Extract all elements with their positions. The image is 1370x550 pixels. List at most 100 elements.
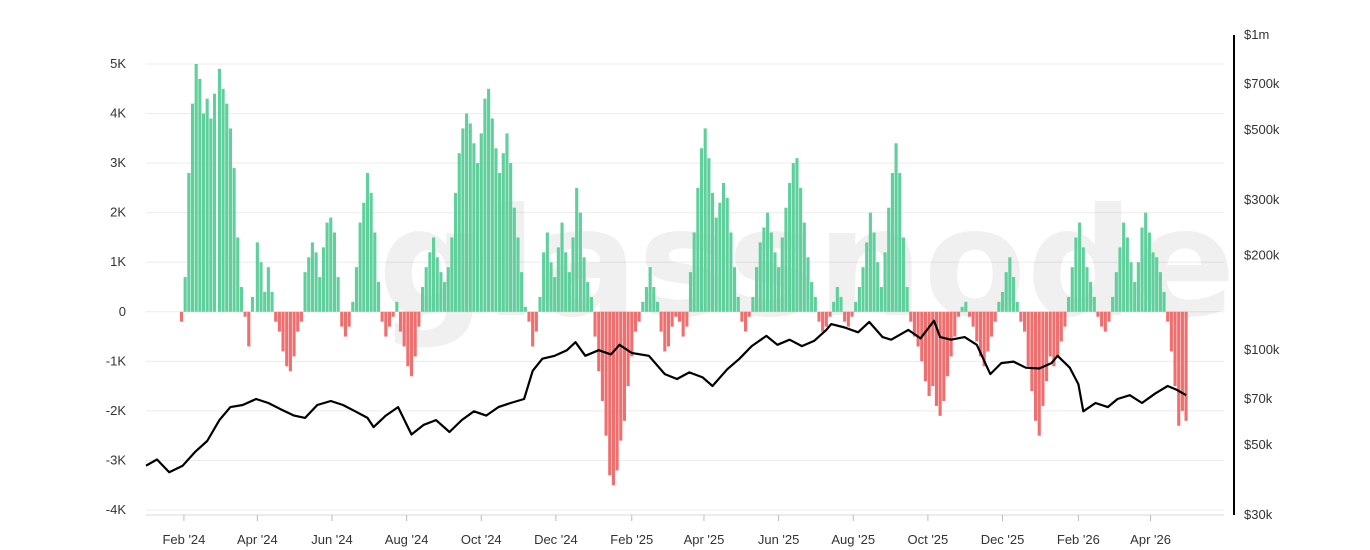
bar — [993, 311, 997, 322]
bar — [494, 148, 498, 312]
bar — [564, 252, 568, 312]
bar — [288, 311, 292, 372]
bar — [472, 143, 476, 312]
bar — [285, 311, 289, 367]
bar — [1008, 257, 1012, 312]
bar — [303, 272, 307, 312]
bar — [435, 257, 439, 312]
bar — [299, 311, 303, 322]
bar — [670, 311, 674, 327]
bar — [1107, 311, 1111, 322]
bar — [351, 301, 355, 312]
bar — [498, 173, 502, 312]
bar — [1078, 222, 1082, 312]
bar — [516, 237, 520, 312]
bar — [1169, 311, 1173, 352]
left-tick-label: -2K — [106, 403, 127, 418]
bar — [332, 232, 336, 312]
bar — [894, 143, 898, 312]
bar — [872, 232, 876, 312]
x-tick-label: Aug '25 — [831, 532, 875, 547]
bar — [198, 78, 202, 312]
bar — [212, 93, 217, 312]
left-tick-label: 1K — [110, 254, 126, 269]
bar — [1089, 282, 1093, 312]
bar — [310, 242, 314, 312]
right-tick-label: $70k — [1244, 391, 1273, 406]
bar — [314, 252, 318, 312]
bar — [457, 153, 461, 312]
right-tick-label: $500k — [1244, 122, 1280, 137]
bar — [644, 287, 649, 312]
bar — [542, 252, 546, 312]
bar — [232, 168, 236, 312]
bar — [942, 311, 946, 401]
bar — [228, 128, 232, 312]
bar — [243, 311, 247, 317]
bar — [461, 128, 465, 312]
bar — [369, 192, 373, 312]
x-tick-label: Dec '25 — [981, 532, 1025, 547]
bar — [604, 311, 608, 436]
bar — [402, 311, 406, 347]
bar — [622, 311, 626, 421]
bar — [571, 237, 575, 312]
bar — [512, 207, 516, 312]
bar — [1034, 311, 1038, 421]
bar — [325, 222, 329, 312]
bar — [417, 311, 421, 327]
bar — [876, 262, 880, 312]
bar — [835, 287, 839, 312]
left-tick-label: -1K — [106, 353, 127, 368]
bars-layer — [179, 64, 1188, 486]
bar — [1085, 267, 1089, 312]
x-tick-label: Feb '26 — [1057, 532, 1100, 547]
bar — [659, 311, 663, 332]
bar — [531, 311, 535, 347]
bar — [490, 118, 494, 312]
bar — [934, 311, 939, 406]
bar — [912, 311, 916, 337]
bar — [476, 163, 480, 312]
x-tick-label: Apr '25 — [684, 532, 725, 547]
bar — [534, 311, 538, 332]
bar — [259, 262, 263, 312]
bar — [190, 103, 195, 312]
bar — [810, 282, 814, 312]
left-tick-label: -4K — [106, 502, 127, 517]
left-tick-label: 2K — [110, 205, 126, 220]
bar — [652, 287, 656, 312]
bar — [648, 267, 652, 312]
bar — [225, 103, 229, 312]
bar — [1048, 311, 1052, 357]
bar — [391, 311, 395, 317]
bar — [428, 252, 432, 312]
bar — [1144, 212, 1148, 312]
bar — [454, 192, 458, 312]
x-tick-label: Oct '24 — [461, 532, 502, 547]
bar — [637, 311, 641, 322]
bar — [1111, 296, 1115, 312]
bar — [343, 311, 348, 337]
bar — [692, 232, 696, 312]
bar — [721, 182, 726, 312]
bar — [953, 311, 957, 337]
bar — [1118, 247, 1122, 312]
bar — [1133, 282, 1137, 312]
bar — [997, 301, 1001, 312]
bar — [883, 252, 887, 312]
bar — [788, 182, 792, 312]
bar — [857, 287, 861, 312]
bar — [986, 311, 990, 352]
bar — [868, 212, 872, 312]
bar — [611, 311, 615, 486]
bar — [1114, 272, 1118, 312]
bar — [439, 272, 443, 312]
bar — [806, 257, 810, 312]
bar — [839, 296, 843, 312]
bar — [387, 311, 392, 327]
bar — [901, 237, 905, 312]
bar — [1052, 311, 1056, 367]
bar — [762, 227, 766, 312]
